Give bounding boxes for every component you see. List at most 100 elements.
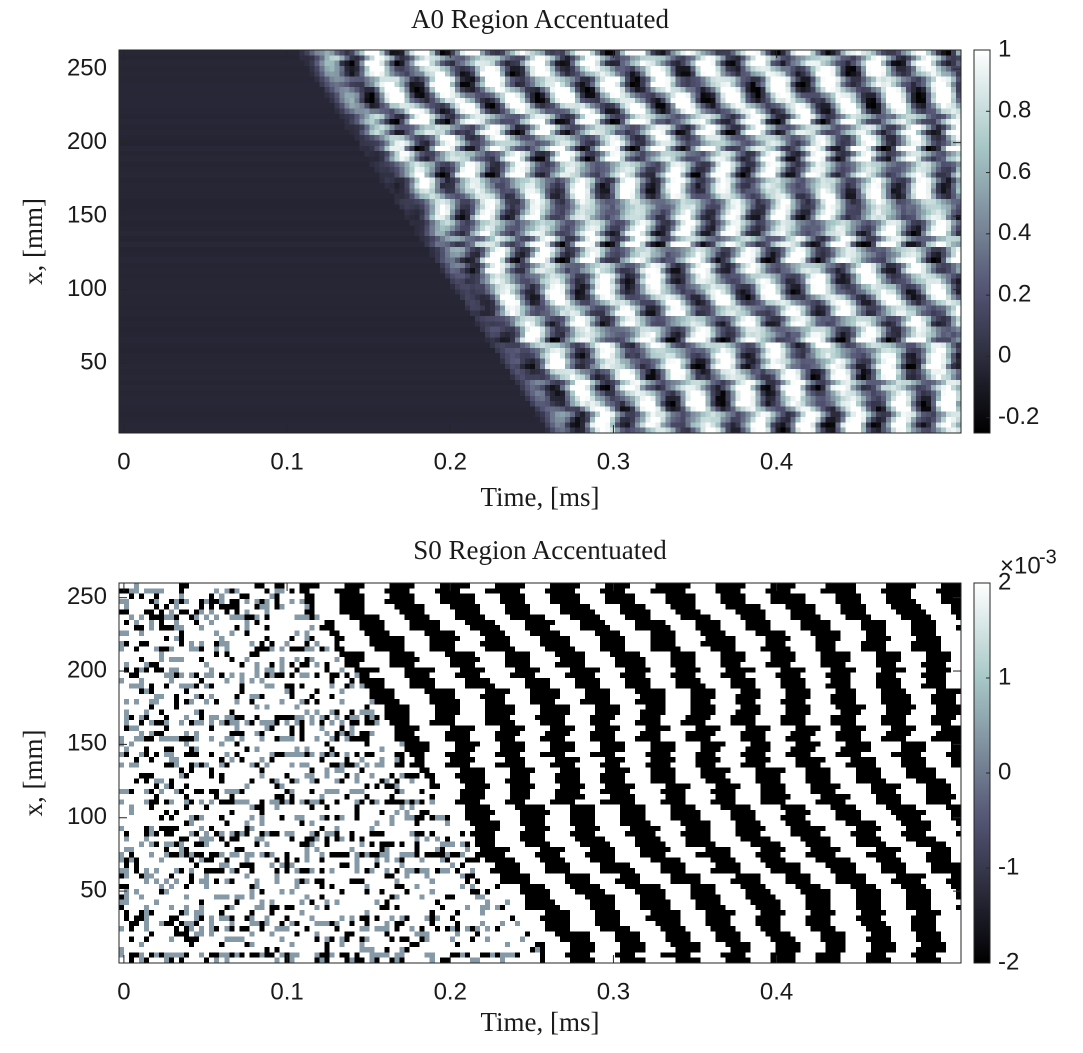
heatmap-cell bbox=[249, 82, 255, 88]
heatmap-cell bbox=[229, 71, 235, 77]
heatmap-cell bbox=[650, 109, 656, 115]
heatmap-cell bbox=[866, 119, 872, 125]
heatmap-cell bbox=[345, 87, 351, 93]
heatmap-cell bbox=[525, 77, 531, 83]
heatmap-cell bbox=[385, 77, 391, 83]
heatmap-cell bbox=[816, 55, 822, 61]
heatmap-cell bbox=[610, 61, 616, 67]
heatmap-cell bbox=[164, 146, 170, 152]
heatmap-cell bbox=[735, 98, 741, 104]
heatmap-cell bbox=[781, 71, 787, 77]
heatmap-cell bbox=[139, 119, 145, 125]
heatmap-cell bbox=[856, 130, 862, 136]
heatmap-cell bbox=[184, 135, 190, 141]
heatmap-cell bbox=[705, 114, 711, 120]
heatmap-cell bbox=[665, 82, 671, 88]
heatmap-cell bbox=[525, 61, 531, 67]
heatmap-cell bbox=[585, 146, 591, 152]
heatmap-cell bbox=[836, 66, 842, 72]
heatmap-cell bbox=[545, 146, 551, 152]
heatmap-cell bbox=[239, 130, 245, 136]
heatmap-cell bbox=[199, 55, 205, 61]
heatmap-cell bbox=[861, 82, 867, 88]
heatmap-cell bbox=[455, 119, 461, 125]
heatmap-cell bbox=[324, 66, 330, 72]
heatmap-cell bbox=[314, 103, 320, 109]
heatmap-cell bbox=[154, 93, 160, 99]
heatmap-cell bbox=[946, 93, 952, 99]
heatmap-cell bbox=[294, 114, 300, 120]
heatmap-cell bbox=[304, 109, 310, 115]
heatmap-cell bbox=[460, 146, 466, 152]
heatmap-cell bbox=[380, 98, 386, 104]
heatmap-cell bbox=[515, 55, 521, 61]
heatmap-cell bbox=[891, 50, 897, 56]
heatmap-cell bbox=[370, 103, 376, 109]
heatmap-cell bbox=[946, 109, 952, 115]
heatmap-cell bbox=[660, 135, 666, 141]
heatmap-cell bbox=[515, 135, 521, 141]
heatmap-cell bbox=[154, 103, 160, 109]
heatmap-cell bbox=[299, 124, 305, 130]
heatmap-cell bbox=[605, 109, 611, 115]
heatmap-cell bbox=[304, 114, 310, 120]
heatmap-cell bbox=[751, 130, 757, 136]
heatmap-cell bbox=[660, 66, 666, 72]
heatmap-cell bbox=[324, 55, 330, 61]
heatmap-cell bbox=[580, 71, 586, 77]
heatmap-cell bbox=[766, 103, 772, 109]
heatmap-cell bbox=[575, 61, 581, 67]
heatmap-cell bbox=[405, 87, 411, 93]
heatmap-cell bbox=[550, 50, 556, 56]
heatmap-cell bbox=[595, 77, 601, 83]
heatmap-cell bbox=[886, 98, 892, 104]
heatmap-cell bbox=[144, 103, 150, 109]
heatmap-cell bbox=[570, 61, 576, 67]
heatmap-cell bbox=[330, 66, 336, 72]
heatmap-cell bbox=[680, 114, 686, 120]
heatmap-cell bbox=[450, 146, 456, 152]
heatmap-cell bbox=[184, 87, 190, 93]
heatmap-cell bbox=[204, 146, 210, 152]
heatmap-cell bbox=[725, 77, 731, 83]
heatmap-cell bbox=[881, 135, 887, 141]
heatmap-cell bbox=[365, 50, 371, 56]
heatmap-cell bbox=[640, 87, 646, 93]
heatmap-cell bbox=[906, 61, 912, 67]
heatmap-cell bbox=[460, 71, 466, 77]
heatmap-cell bbox=[595, 114, 601, 120]
heatmap-cell bbox=[876, 93, 882, 99]
heatmap-cell bbox=[650, 124, 656, 130]
heatmap-cell bbox=[420, 77, 426, 83]
heatmap-cell bbox=[269, 103, 275, 109]
heatmap-cell bbox=[390, 109, 396, 115]
heatmap-cell bbox=[811, 124, 817, 130]
heatmap-cell bbox=[299, 93, 305, 99]
heatmap-cell bbox=[781, 130, 787, 136]
heatmap-cell bbox=[715, 50, 721, 56]
heatmap-cell bbox=[229, 50, 235, 56]
heatmap-cell bbox=[134, 119, 140, 125]
heatmap-cell bbox=[816, 135, 822, 141]
heatmap-cell bbox=[294, 130, 300, 136]
heatmap-cell bbox=[500, 109, 506, 115]
heatmap-cell bbox=[806, 61, 812, 67]
heatmap-cell bbox=[525, 93, 531, 99]
heatmap-cell bbox=[841, 87, 847, 93]
heatmap-cell bbox=[931, 66, 937, 72]
heatmap-cell bbox=[710, 55, 716, 61]
heatmap-cell bbox=[490, 119, 496, 125]
heatmap-cell bbox=[806, 98, 812, 104]
heatmap-cell bbox=[630, 119, 636, 125]
heatmap-cell bbox=[455, 77, 461, 83]
heatmap-cell bbox=[555, 66, 561, 72]
heatmap-cell bbox=[380, 146, 386, 152]
heatmap-cell bbox=[751, 66, 757, 72]
heatmap-cell bbox=[430, 93, 436, 99]
heatmap-cell bbox=[906, 93, 912, 99]
heatmap-cell bbox=[299, 109, 305, 115]
heatmap-cell bbox=[776, 124, 782, 130]
heatmap-cell bbox=[330, 114, 336, 120]
heatmap-cell bbox=[846, 77, 852, 83]
heatmap-cell bbox=[400, 135, 406, 141]
